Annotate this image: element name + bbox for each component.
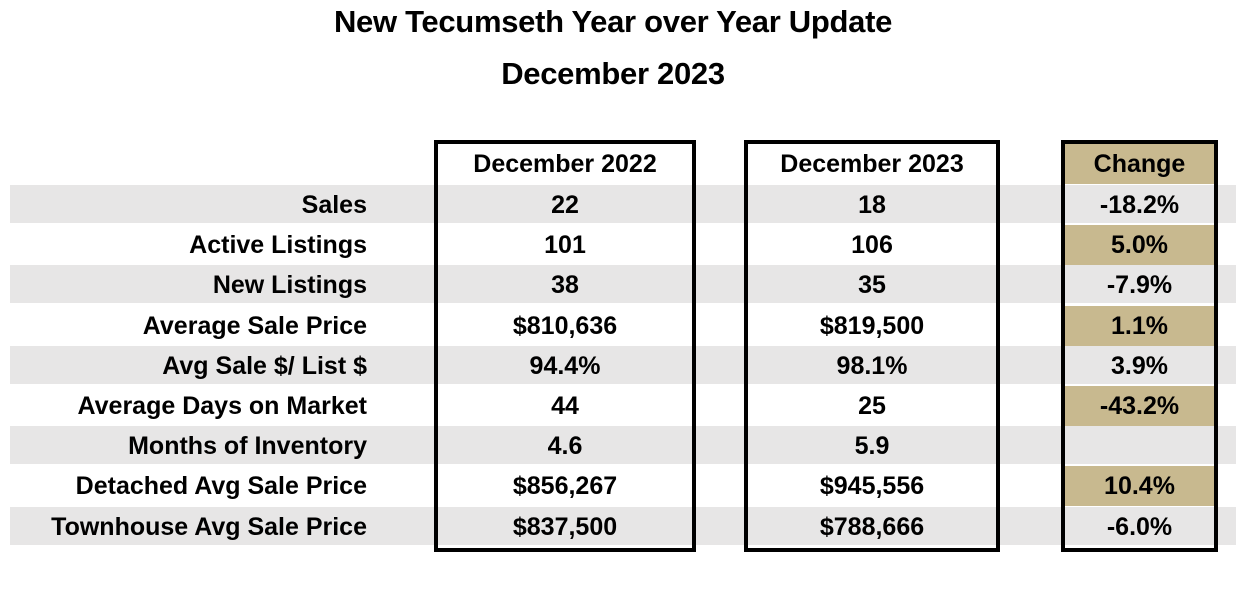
cell-prev: $856,267 xyxy=(512,472,618,500)
cell-change: -18.2% xyxy=(1099,191,1180,219)
page-subtitle: December 2023 xyxy=(501,56,725,91)
row-label: Average Days on Market xyxy=(77,392,367,420)
column-frame-prev xyxy=(434,140,696,552)
cell-prev: $810,636 xyxy=(512,312,618,340)
cell-curr: 25 xyxy=(858,392,886,420)
cell-prev: 94.4% xyxy=(529,352,601,380)
cell-change: 1.1% xyxy=(1065,306,1214,346)
row-label: Townhouse Avg Sale Price xyxy=(51,513,367,541)
row-label: Detached Avg Sale Price xyxy=(75,472,367,500)
column-header-change: Change xyxy=(1065,144,1214,184)
cell-prev: $837,500 xyxy=(512,513,618,541)
cell-prev: 22 xyxy=(551,191,579,219)
cell-curr: 5.9 xyxy=(854,432,890,460)
page-title: New Tecumseth Year over Year Update xyxy=(333,4,893,39)
cell-change: 5.0% xyxy=(1065,225,1214,265)
column-frame-curr xyxy=(744,140,1000,552)
row-label: Average Sale Price xyxy=(142,312,367,340)
cell-change: 10.4% xyxy=(1065,466,1214,506)
row-stripe xyxy=(10,426,1236,464)
cell-change: -43.2% xyxy=(1065,386,1214,426)
row-stripe xyxy=(10,507,1236,545)
row-stripe xyxy=(10,265,1236,303)
cell-prev: 4.6 xyxy=(547,432,583,460)
cell-prev: 44 xyxy=(551,392,579,420)
row-label: Active Listings xyxy=(189,231,367,259)
cell-curr: 98.1% xyxy=(836,352,908,380)
column-header-curr: December 2023 xyxy=(780,150,964,178)
row-stripe xyxy=(10,185,1236,223)
cell-curr: 18 xyxy=(858,191,886,219)
row-stripe xyxy=(10,346,1236,384)
cell-prev: 101 xyxy=(544,231,586,259)
cell-curr: $788,666 xyxy=(819,513,925,541)
cell-change: 3.9% xyxy=(1111,352,1168,380)
row-label: Avg Sale $/ List $ xyxy=(162,352,367,380)
row-label: Months of Inventory xyxy=(128,432,367,460)
cell-curr: 35 xyxy=(858,271,886,299)
cell-change: -6.0% xyxy=(1106,513,1173,541)
column-frame-change xyxy=(1061,140,1218,552)
row-label: Sales xyxy=(301,191,367,219)
row-label: New Listings xyxy=(212,271,367,299)
cell-prev: 38 xyxy=(551,271,579,299)
column-header-prev: December 2022 xyxy=(473,150,657,178)
cell-curr: $819,500 xyxy=(819,312,925,340)
cell-change: -7.9% xyxy=(1106,271,1173,299)
cell-curr: 106 xyxy=(851,231,893,259)
cell-curr: $945,556 xyxy=(819,472,925,500)
